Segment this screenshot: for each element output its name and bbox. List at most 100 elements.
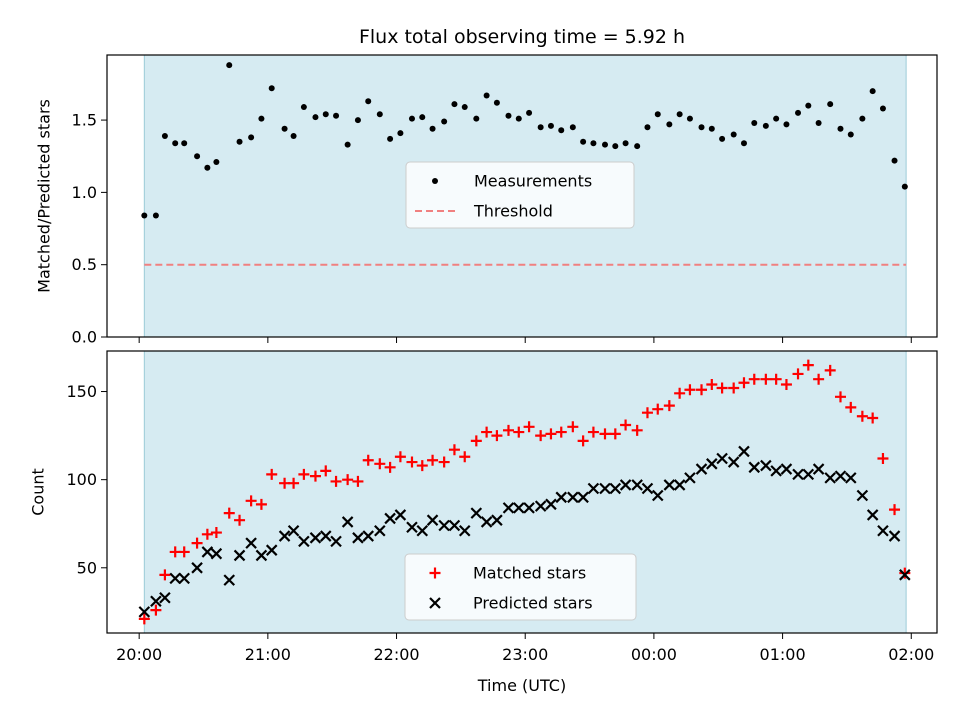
data-point — [312, 114, 319, 121]
matched-star-marker — [716, 382, 728, 394]
data-point — [751, 119, 758, 126]
axes-frame — [106, 350, 938, 634]
data-point — [515, 115, 522, 122]
predicted-star-marker — [695, 463, 708, 475]
legend-predicted-swatch — [429, 597, 441, 609]
legend-measurements-label: Measurements — [474, 172, 592, 191]
data-point — [815, 119, 822, 126]
data-point — [847, 131, 854, 138]
predicted-star-marker — [856, 489, 869, 502]
data-point — [387, 135, 394, 142]
predicted-star-marker — [513, 502, 525, 514]
data-point — [762, 122, 769, 129]
data-point — [493, 99, 500, 106]
predicted-star-marker — [287, 524, 300, 537]
matched-star-marker — [191, 537, 203, 549]
x-axis-label: Time (UTC) — [477, 676, 566, 695]
matched-star-marker — [641, 407, 653, 419]
top-panel: 0.0 0.5 1.0 1.5 Flux total observing time = … — [35, 26, 938, 347]
predicted-star-marker — [191, 562, 203, 574]
predicted-star-marker — [802, 468, 815, 481]
data-point — [258, 115, 265, 122]
legend-bottom: Matched stars Predicted stars — [404, 553, 637, 621]
predicted-star-marker — [438, 519, 450, 532]
data-point — [204, 164, 211, 171]
data-point — [569, 124, 576, 131]
matched-star-marker — [620, 419, 632, 431]
data-point — [676, 111, 683, 118]
matched-star-marker — [342, 474, 354, 486]
predicted-star-marker — [792, 468, 804, 481]
y-axis-label: Count — [29, 468, 48, 516]
predicted-star-marker — [877, 524, 889, 537]
data-point — [365, 98, 372, 105]
data-point — [141, 212, 148, 219]
data-point — [248, 134, 255, 141]
predicted-star-marker — [223, 574, 236, 586]
data-point — [526, 109, 533, 116]
predicted-star-marker — [845, 472, 857, 484]
legend-box — [405, 161, 635, 229]
predicted-star-marker — [470, 507, 483, 519]
matched-star-marker — [481, 426, 493, 438]
predicted-star-marker — [255, 549, 268, 562]
x-tick-label: 23:00 — [502, 645, 548, 664]
legend-matched-swatch — [429, 567, 441, 579]
data-point — [602, 141, 608, 148]
predicted-star-marker — [619, 479, 632, 491]
predicted-star-marker — [812, 463, 825, 475]
matched-star-marker — [802, 359, 814, 371]
x-tick-label: 00:00 — [631, 645, 677, 664]
matched-star-marker — [374, 458, 386, 470]
data-point — [322, 111, 329, 118]
predicted-star-marker — [663, 479, 676, 491]
matched-star-marker — [696, 384, 708, 396]
predicted-star-marker — [577, 491, 589, 504]
matched-star-marker — [150, 604, 162, 616]
y-tick-label: 100 — [66, 470, 97, 489]
data-point — [354, 117, 361, 124]
data-point — [429, 125, 436, 132]
matched-star-marker — [159, 569, 171, 581]
matched-star-marker — [245, 495, 257, 507]
y-axis-label: Matched/Predicted stars — [35, 99, 54, 293]
data-point — [827, 101, 834, 108]
matched-star-marker — [889, 504, 901, 516]
bottom-panel: 50 100 150 20:00 21:00 22:00 23:00 00:00 01:00 02… — [29, 350, 938, 695]
data-point — [397, 130, 404, 137]
matched-star-marker — [384, 461, 396, 473]
x-tick-label: 20:00 — [116, 645, 162, 664]
predicted-star-marker — [169, 572, 181, 585]
data-point — [686, 115, 693, 122]
series-predicted-stars — [138, 445, 911, 618]
matched-star-marker — [555, 426, 567, 438]
predicted-star-marker — [374, 524, 386, 537]
data-point — [419, 114, 426, 121]
data-point — [795, 109, 802, 116]
predicted-star-marker — [416, 524, 429, 537]
data-point — [644, 124, 651, 131]
matched-star-marker — [738, 377, 750, 389]
matched-star-marker — [535, 430, 547, 442]
data-point — [537, 124, 544, 131]
data-point — [451, 101, 458, 108]
predicted-star-marker — [341, 516, 354, 528]
data-point — [161, 132, 168, 139]
predicted-star-marker — [201, 546, 214, 558]
matched-star-marker — [545, 428, 557, 440]
data-point — [773, 115, 780, 122]
predicted-star-marker — [738, 445, 750, 458]
data-point — [901, 183, 908, 190]
x-tick-label: 22:00 — [373, 645, 419, 664]
series-measurements — [141, 62, 908, 219]
data-point — [580, 138, 587, 145]
predicted-star-marker — [866, 509, 879, 521]
matched-star-marker — [210, 527, 222, 539]
y-tick-label: 50 — [77, 558, 97, 577]
predicted-star-marker — [545, 498, 557, 511]
legend-measurements-swatch — [432, 178, 438, 184]
data-point — [859, 115, 866, 122]
data-point — [740, 140, 747, 147]
data-point — [666, 121, 673, 128]
matched-star-marker — [813, 373, 825, 385]
